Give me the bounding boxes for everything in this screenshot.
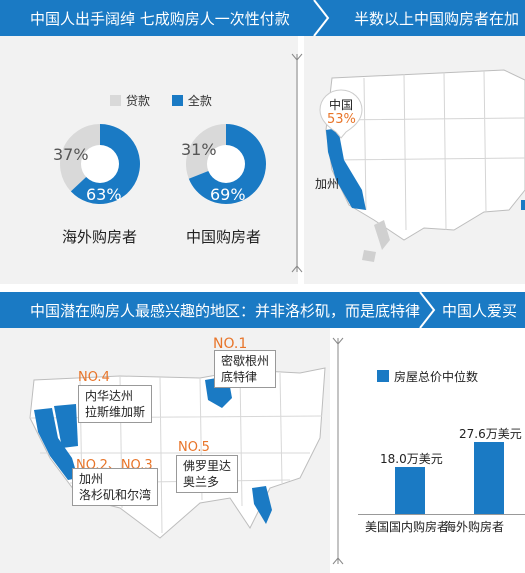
no1-city: 底特律 [221,370,258,384]
no5-callout: 佛罗里达 奥兰多 [176,455,239,493]
pie-china [186,124,266,204]
bubble-pin [319,89,363,139]
no4-city: 拉斯维加斯 [85,405,146,419]
bar-axis [358,514,525,515]
pie-china-cash-pct: 69% [210,185,246,204]
section2-title: 半数以上中国购房者在加 [354,10,520,28]
us-map-top [325,69,525,262]
no23-callout: 加州 洛杉矶和尔湾 [72,468,159,506]
cash-swatch [171,95,183,106]
bottom-banner: 中国潜在购房人最感兴趣的地区：并非洛杉矶，而是底特律 中国人爱买 [0,292,525,328]
legend-loan: 贷款 [126,94,151,108]
pie-overseas-cash-pct: 63% [86,185,122,204]
no23-state: 加州 [79,472,104,486]
pie-overseas-title: 海外购房者 [62,228,138,246]
no5-state: 佛罗里达 [183,459,232,473]
pie-overseas-loan-pct: 37% [53,145,89,164]
pie-china-title: 中国购房者 [186,228,262,246]
loan-swatch [110,95,121,106]
pie-overseas [60,124,140,204]
bar-category-label-0: 美国国内购房者 [365,520,450,534]
chevron-right-icon [313,0,330,36]
no1-callout: 密歇根州 底特律 [214,350,277,388]
no4-state: 内华达州 [85,389,134,403]
bar-legend: 房屋总价中位数 [377,368,478,385]
bar-1 [474,442,504,514]
no1-state: 密歇根州 [221,354,270,368]
bubble-label: 中国 [329,98,354,112]
bar-value-label-1: 27.6万美元 [459,427,522,441]
no23-city: 洛杉矶和尔湾 [79,488,152,502]
bar-legend-label: 房屋总价中位数 [394,370,479,384]
section4-title: 中国人爱买 [442,302,518,320]
bar-0 [395,467,425,514]
section1-title: 中国人出手阔绰 七成购房人一次性付款 [30,10,290,28]
no4-rank: NO.4 [78,370,110,385]
pie-china-loan-pct: 31% [181,140,217,159]
no5-city: 奥兰多 [183,475,220,489]
top-banner: 中国人出手阔绰 七成购房人一次性付款 半数以上中国购房者在加 [0,0,525,36]
chevron-right-icon [419,292,436,328]
bar-legend-swatch [377,370,389,382]
divider-top [291,53,303,273]
section3-title: 中国潜在购房人最感兴趣的地区：并非洛杉矶，而是底特律 [30,302,421,320]
pie-legend: 贷款 全款 [110,92,212,109]
bubble-value: 53% [327,112,356,127]
no4-callout: 内华达州 拉斯维加斯 [78,385,153,423]
legend-cash: 全款 [187,94,212,108]
no5-rank: NO.5 [178,440,210,455]
bar-category-label-1: 海外购房者 [444,520,505,534]
bar-value-label-0: 18.0万美元 [380,452,443,467]
no1-rank: NO.1 [213,336,248,352]
edge-marker [521,200,525,210]
divider-bottom [332,337,344,565]
state-label-california: 加州 [315,177,340,191]
pie-slice-loan [60,124,100,192]
us-map-regions [29,367,326,539]
